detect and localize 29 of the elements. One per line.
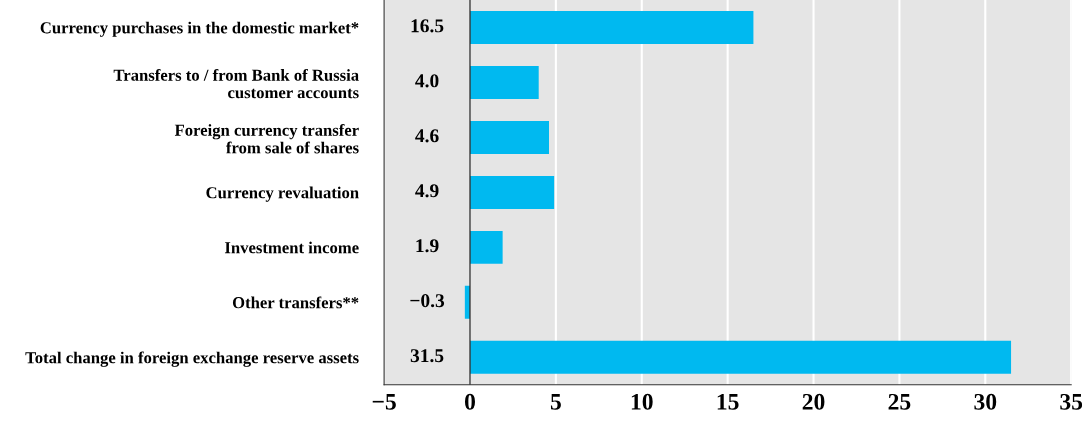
y-tick-label: Total change in foreign exchange reserve assets — [25, 351, 359, 367]
data-label: 31.5 — [410, 349, 444, 363]
data-label: 4.9 — [415, 184, 439, 198]
x-tick-label: 15 — [717, 393, 739, 410]
data-label: 16.5 — [411, 19, 444, 33]
y-tick-label: Foreign currency transfer from sale of shares — [174, 123, 359, 154]
bar — [469, 120, 550, 154]
data-label: 4.6 — [415, 129, 439, 143]
y-tick-label: Transfers to / from Bank of Russia customer accounts — [113, 68, 359, 99]
y-tick-label: Investment income — [224, 241, 359, 254]
x-tick-label: 35 — [1060, 393, 1082, 410]
x-tick-label: 30 — [974, 393, 997, 410]
data-label: 1.9 — [416, 239, 439, 253]
x-tick-label: 10 — [631, 393, 653, 410]
bar — [469, 340, 1012, 374]
y-tick-label: Currency revaluation — [206, 186, 359, 202]
data-label: −0.3 — [410, 294, 445, 308]
x-tick-label: 0 — [464, 393, 475, 410]
bar — [469, 10, 754, 44]
bar — [469, 230, 503, 264]
x-tick-label: −5 — [372, 394, 396, 410]
data-label: 4.0 — [415, 74, 439, 88]
y-tick-label: Currency purchases in the domestic market* — [40, 21, 359, 37]
y-tick-label: Other transfers** — [232, 296, 359, 309]
bar — [469, 65, 539, 99]
x-tick-label: 25 — [888, 393, 911, 410]
bar — [469, 175, 555, 209]
x-tick-label: 5 — [550, 394, 561, 410]
x-tick-label: 20 — [802, 393, 825, 410]
